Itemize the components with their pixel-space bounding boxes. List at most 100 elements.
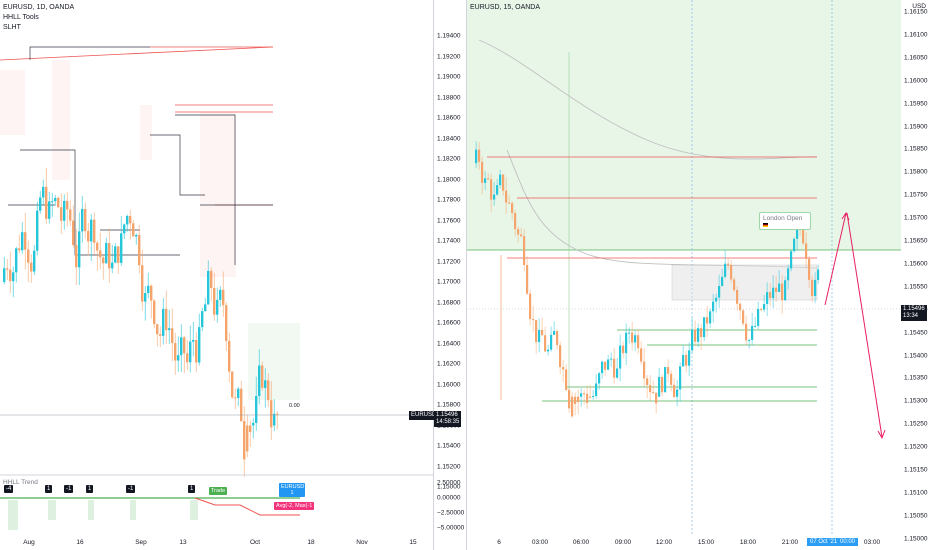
candle-body bbox=[276, 413, 279, 415]
left-price-tick: 1.18800 bbox=[437, 94, 461, 101]
candle-body bbox=[742, 310, 745, 324]
candle-body bbox=[532, 318, 535, 321]
candle-body bbox=[481, 161, 484, 183]
time-tag-date: 07 Oct '21 bbox=[807, 538, 841, 546]
candle-body bbox=[550, 334, 553, 350]
right-price-tick: 1.15750 bbox=[904, 191, 928, 199]
right-time-axis[interactable]: 6 03:00 06:00 09:00 12:00 15:00 18:00 21:00 03:0… bbox=[467, 536, 901, 550]
candle-body bbox=[769, 292, 772, 299]
right-symbol-title[interactable]: EURUSD, 15, OANDA bbox=[470, 4, 541, 11]
candle-body bbox=[42, 186, 45, 198]
candle-body bbox=[36, 210, 39, 251]
candle-body bbox=[646, 378, 649, 386]
candle-body bbox=[649, 385, 652, 393]
right-price-axis[interactable]: USD 1.16150 1.16100 1.16050 1.16000 1.15950 1… bbox=[901, 0, 932, 550]
candle-body bbox=[27, 249, 30, 263]
candle-body bbox=[544, 335, 547, 352]
candle-body bbox=[613, 358, 616, 378]
intraday-price-chart[interactable] bbox=[467, 0, 901, 550]
left-chart-pane[interactable]: EURUSD, 1D, OANDA HHLL Tools SLHT 0.00 H… bbox=[0, 0, 434, 550]
candle-body bbox=[583, 393, 586, 395]
left-time-axis[interactable]: Aug 16 Sep 13 Oct 18 Nov 15 bbox=[0, 536, 433, 550]
candle-body bbox=[60, 207, 63, 221]
avg-max-label: Avg(-2, Max(-1 bbox=[274, 502, 315, 510]
candle-body bbox=[51, 201, 54, 203]
candle-body bbox=[652, 392, 655, 394]
right-price-tick: 1.15100 bbox=[904, 489, 928, 497]
right-chart-pane[interactable]: EURUSD, 15, OANDA 6 03:00 06:00 09:00 12:00 1… bbox=[466, 0, 901, 550]
candle-body bbox=[685, 354, 688, 366]
candle-body bbox=[655, 392, 658, 404]
london-open-callout[interactable]: London Open bbox=[759, 212, 811, 230]
forecast-down-arrowhead bbox=[877, 429, 886, 440]
left-price-tick: 1.18600 bbox=[437, 114, 461, 122]
right-price-tick: 1.16050 bbox=[904, 54, 928, 62]
candle-body bbox=[207, 270, 210, 305]
candle-body bbox=[78, 231, 81, 268]
candle-body bbox=[784, 280, 787, 301]
candle-body bbox=[607, 359, 610, 370]
candle-body bbox=[210, 270, 213, 289]
daily-price-chart[interactable] bbox=[0, 0, 433, 550]
left-last-price-tag: 1.15496 14:58:35 bbox=[434, 411, 462, 427]
candle-body bbox=[697, 328, 700, 342]
candle-body bbox=[766, 292, 769, 305]
candle-body bbox=[183, 337, 186, 354]
candle-body bbox=[523, 236, 526, 265]
hhll-tools-label[interactable]: HHLL Tools bbox=[3, 14, 39, 21]
left-time-label: 13 bbox=[179, 539, 187, 546]
candle-body bbox=[84, 208, 87, 232]
candle-body bbox=[736, 290, 739, 304]
candle-body bbox=[604, 361, 607, 370]
candle-body bbox=[129, 215, 132, 224]
candle-body bbox=[45, 186, 48, 219]
candle-body bbox=[781, 283, 784, 301]
candle-body bbox=[237, 388, 240, 398]
candle-body bbox=[790, 251, 793, 269]
slht-label[interactable]: SLHT bbox=[3, 24, 21, 31]
candle-body bbox=[201, 311, 204, 328]
range-zone bbox=[0, 70, 25, 135]
candle-body bbox=[724, 263, 727, 277]
candle-body bbox=[12, 272, 15, 282]
candle-body bbox=[108, 243, 111, 269]
candle-body bbox=[772, 287, 775, 299]
left-price-axis[interactable]: 1.19400 1.19200 1.19000 1.18800 1.18600 1.184… bbox=[409, 0, 465, 550]
currency-unit: USD bbox=[912, 3, 926, 10]
candle-body bbox=[66, 200, 69, 210]
candle-body bbox=[216, 299, 219, 315]
candle-body bbox=[679, 366, 682, 390]
candle-body bbox=[718, 285, 721, 298]
trend-badge: -1 bbox=[64, 485, 74, 493]
left-time-label: Oct bbox=[249, 539, 261, 546]
left-symbol-title[interactable]: EURUSD, 1D, OANDA bbox=[3, 4, 75, 11]
candle-body bbox=[132, 223, 135, 237]
right-last-price-tag: 1.15496 13:34 bbox=[901, 305, 927, 321]
candle-body bbox=[640, 348, 643, 362]
candle-body bbox=[243, 421, 246, 460]
candle-body bbox=[817, 269, 820, 280]
candle-body bbox=[577, 396, 580, 403]
right-time-label: 12:00 bbox=[655, 539, 673, 546]
indicator-title[interactable]: HHLL Trend bbox=[3, 479, 38, 486]
left-price-tick: 1.17400 bbox=[437, 237, 461, 245]
candle-body bbox=[541, 329, 544, 336]
candle-body bbox=[727, 263, 730, 265]
candle-body bbox=[688, 350, 691, 366]
left-price-tick: 1.19000 bbox=[437, 73, 461, 81]
candle-body bbox=[694, 329, 697, 342]
candle-body bbox=[273, 413, 276, 426]
candle-body bbox=[658, 376, 661, 397]
left-time-label: 18 bbox=[307, 539, 315, 546]
candle-body bbox=[631, 332, 634, 343]
left-price-tick: 1.18400 bbox=[437, 135, 461, 142]
candle-body bbox=[571, 396, 574, 417]
candle-body bbox=[120, 233, 123, 263]
left-price-tick: 1.17800 bbox=[437, 196, 461, 204]
candle-body bbox=[511, 203, 514, 214]
right-price-tick: 1.15550 bbox=[904, 283, 928, 291]
left-price-tick: 1.17600 bbox=[437, 217, 461, 224]
resistance-line bbox=[0, 46, 274, 61]
candle-body bbox=[30, 262, 33, 272]
left-price-tick: 1.19400 bbox=[437, 32, 461, 40]
